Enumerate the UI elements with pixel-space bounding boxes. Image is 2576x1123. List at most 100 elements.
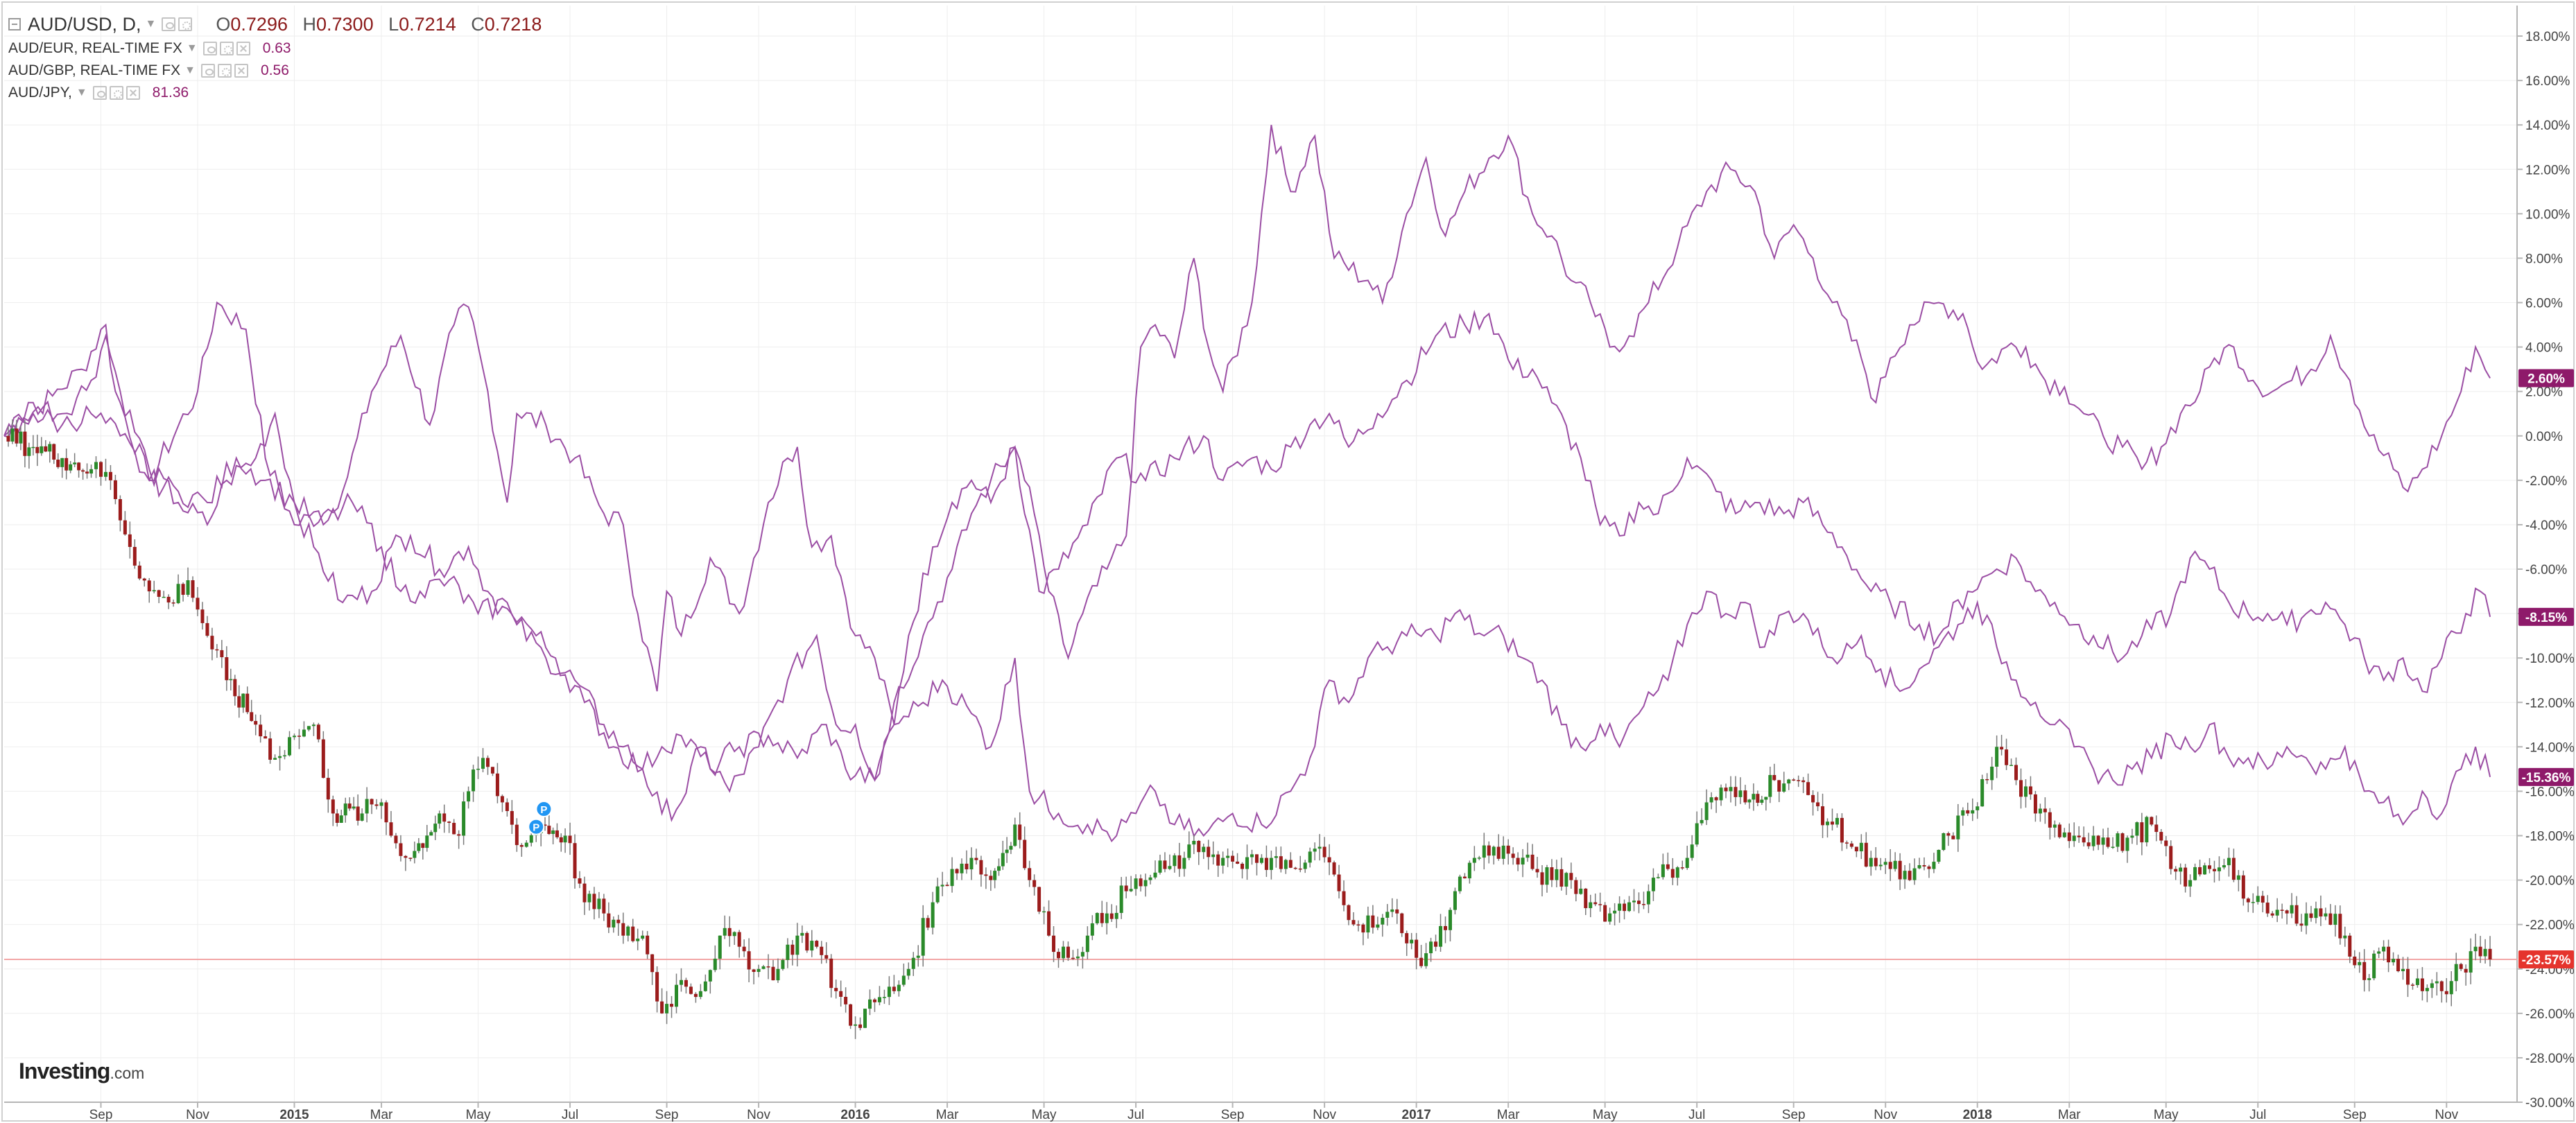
candle-body — [529, 835, 533, 843]
candle-body — [1932, 862, 1936, 869]
candle-body — [89, 469, 94, 474]
candle-body — [1288, 860, 1293, 868]
candle-body — [2145, 817, 2149, 843]
candle-body — [790, 944, 795, 955]
candle-body — [186, 580, 190, 595]
x-tick-label: Nov — [747, 1108, 770, 1122]
candle-body — [1598, 904, 1602, 905]
candle-body — [233, 679, 237, 697]
candle-body — [1462, 876, 1467, 879]
candle-body — [834, 988, 838, 991]
candle-body — [283, 755, 287, 757]
candle-body — [2116, 833, 2120, 847]
candle-body — [2251, 902, 2255, 903]
value-badge — [2518, 950, 2574, 968]
candle-body — [1226, 855, 1230, 858]
candle-body — [166, 596, 171, 603]
candle-body — [2193, 867, 2197, 880]
candle-body — [2164, 840, 2168, 846]
candle-body — [2154, 824, 2159, 833]
candle-body — [1734, 787, 1738, 797]
candle-body — [2179, 867, 2183, 872]
eye-icon[interactable] — [92, 86, 107, 100]
candle-body — [1903, 871, 1907, 880]
candle-body — [1559, 869, 1564, 887]
candle-body — [254, 721, 258, 725]
candle-body — [1883, 862, 1887, 865]
candle-body — [23, 431, 27, 456]
candle-body — [2072, 835, 2076, 842]
close-icon[interactable] — [236, 42, 250, 55]
candle-body — [872, 999, 876, 1002]
candle-body — [1555, 869, 1559, 880]
chevron-down-icon[interactable]: ▼ — [145, 18, 157, 30]
candle-body — [616, 919, 621, 923]
eye-icon[interactable] — [162, 17, 176, 31]
chevron-down-icon[interactable]: ▼ — [186, 42, 198, 54]
candle-body — [660, 1001, 664, 1013]
close-icon[interactable] — [126, 86, 140, 100]
candle-body — [500, 796, 504, 803]
gear-icon[interactable] — [178, 17, 193, 31]
candle-body — [718, 935, 722, 959]
candle-body — [2275, 909, 2279, 916]
candle-body — [559, 837, 563, 843]
candle-body — [302, 729, 306, 737]
candle-body — [2227, 858, 2231, 866]
candle-body — [2338, 914, 2342, 939]
close-icon[interactable] — [234, 64, 249, 78]
chevron-down-icon[interactable]: ▼ — [184, 64, 196, 76]
candle-body — [485, 758, 490, 767]
candle-body — [77, 462, 81, 471]
event-marker-icon[interactable] — [528, 818, 545, 835]
candle-body — [2086, 842, 2091, 846]
candle-body — [311, 724, 315, 726]
candle-body — [56, 460, 60, 467]
candle-body — [1840, 817, 1844, 843]
candle-body — [73, 462, 77, 464]
candle-body — [1177, 855, 1182, 869]
candle-body — [137, 565, 141, 579]
candle-body — [940, 885, 944, 887]
candle-body — [1869, 858, 1873, 867]
eye-icon[interactable] — [201, 64, 216, 78]
candle-body — [425, 835, 429, 848]
candle-body — [1550, 867, 1554, 880]
candle-body — [1376, 924, 1380, 928]
candle-body — [2294, 905, 2299, 924]
candle-body — [1066, 946, 1070, 958]
value-badge — [2518, 767, 2574, 786]
candle-body — [703, 981, 707, 991]
candle-body — [1061, 946, 1065, 959]
candle-body — [911, 957, 915, 969]
candle-body — [2111, 846, 2115, 848]
candle-body — [472, 769, 476, 792]
candle-body — [510, 810, 514, 825]
collapse-legend-icon[interactable] — [8, 18, 21, 31]
candle-body — [297, 735, 301, 737]
candle-body — [1143, 880, 1148, 887]
candle-body — [882, 997, 886, 998]
open-label: O — [216, 13, 231, 35]
eye-icon[interactable] — [202, 42, 217, 55]
candle-body — [800, 932, 804, 936]
y-tick-label: 4.00% — [2525, 341, 2563, 356]
candle-body — [1168, 866, 1172, 869]
candle-body — [6, 435, 10, 442]
candle-body — [399, 843, 403, 856]
candle-body — [241, 693, 245, 708]
event-marker-icon[interactable] — [535, 801, 553, 818]
gear-icon[interactable] — [218, 64, 232, 78]
candle-body — [636, 939, 640, 941]
candle-body — [176, 584, 180, 604]
chevron-down-icon[interactable]: ▼ — [76, 87, 87, 98]
candle-body — [1816, 802, 1820, 807]
gear-icon[interactable] — [109, 86, 123, 100]
y-tick-label: 18.00% — [2525, 30, 2570, 44]
candle-body — [1966, 810, 1970, 814]
candle-body — [1670, 869, 1675, 878]
candle-body — [1685, 858, 1689, 869]
candle-body — [955, 869, 959, 873]
gear-icon[interactable] — [219, 42, 234, 55]
